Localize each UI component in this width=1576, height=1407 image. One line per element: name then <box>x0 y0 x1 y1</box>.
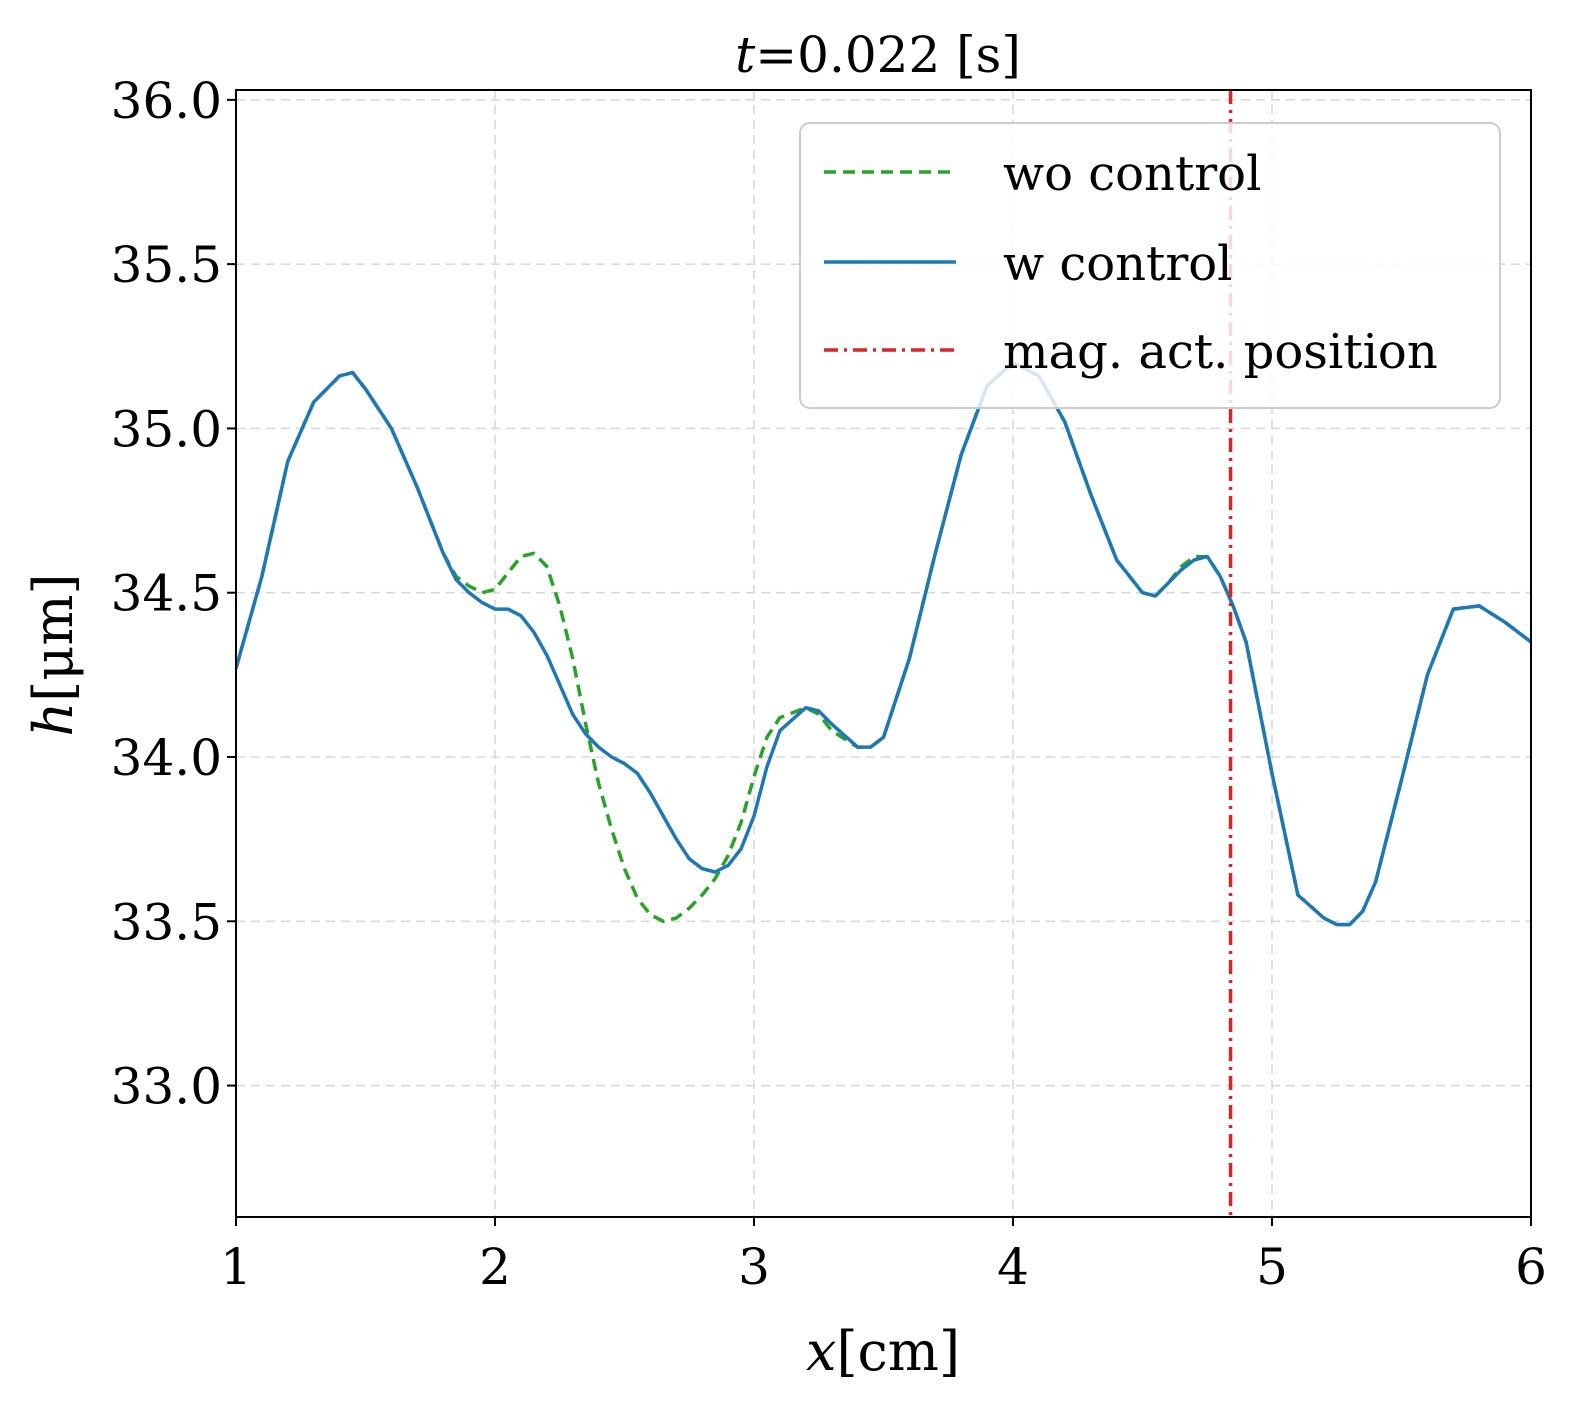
title-variable: t <box>735 26 756 84</box>
title-rest: =0.022 [s] <box>755 26 1021 84</box>
y-tick-label: 36.0 <box>111 72 222 130</box>
x-axis-label-variable: x <box>806 1320 836 1383</box>
y-axis-label-rest: [μm] <box>22 573 85 701</box>
y-axis-label-variable: h <box>22 702 85 737</box>
legend-label-w-control: w control <box>1003 236 1233 292</box>
y-axis-label: h[μm] <box>22 573 85 736</box>
legend-label-mag-act-position: mag. act. position <box>1003 324 1438 380</box>
x-axis-label: x[cm] <box>806 1320 960 1383</box>
x-tick-label: 6 <box>1515 1238 1547 1296</box>
plot-frame <box>235 89 1532 1218</box>
chart-title: t=0.022 [s] <box>735 26 1021 84</box>
y-tick-label: 35.0 <box>111 400 222 458</box>
legend-label-wo-control: wo control <box>1003 146 1261 202</box>
y-tick-label: 34.5 <box>111 565 222 623</box>
y-tick-label: 35.5 <box>111 236 222 294</box>
x-axis-label-rest: [cm] <box>836 1320 960 1383</box>
x-tick-label: 2 <box>479 1238 511 1296</box>
x-tick-label: 4 <box>997 1238 1029 1296</box>
x-tick-label: 1 <box>220 1238 252 1296</box>
y-tick-label: 33.5 <box>111 893 222 951</box>
legend-box <box>799 122 1501 409</box>
y-tick-label: 33.0 <box>111 1058 222 1116</box>
legend: wo control w control mag. act. position <box>799 122 1501 409</box>
x-tick-label: 3 <box>738 1238 770 1296</box>
series-w-control <box>236 360 1531 927</box>
x-tick-label: 5 <box>1256 1238 1288 1296</box>
x-axis-ticks: 1 2 3 4 5 6 <box>220 1217 1547 1296</box>
y-axis-ticks: 33.0 33.5 34.0 34.5 35.0 35.5 36.0 <box>111 72 236 1116</box>
y-tick-label: 34.0 <box>111 729 222 787</box>
